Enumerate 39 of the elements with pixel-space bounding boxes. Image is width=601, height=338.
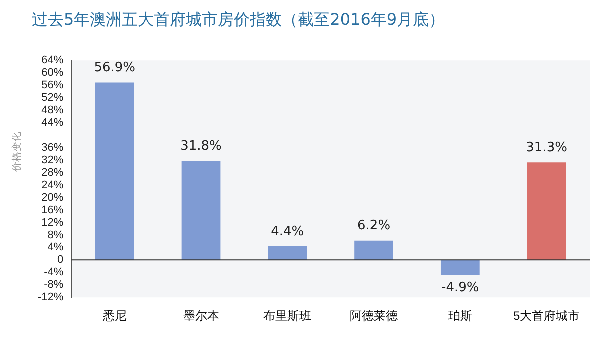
chart-title: 过去5年澳洲五大首府城市房价指数（截至2016年9月底） [32, 10, 446, 31]
y-tick-label: 60% [42, 67, 64, 80]
data-label: 31.8% [180, 138, 222, 154]
bar [527, 162, 566, 260]
bar [268, 246, 308, 260]
x-tick-label: 阿德莱德 [350, 309, 398, 324]
y-tick-label: 64% [42, 54, 64, 67]
y-tick-label: 44% [42, 117, 64, 129]
y-tick-label: 36% [42, 142, 64, 154]
y-axis-title: 价格变化 [10, 132, 24, 172]
x-tick-label: 墨尔本 [183, 309, 220, 324]
bar [440, 260, 480, 276]
y-tick-label: 8% [48, 229, 64, 242]
y-tick-label: 28% [42, 166, 64, 179]
y-tick-label: 16% [42, 204, 64, 216]
y-tick-label: 52% [42, 92, 64, 104]
bar [354, 240, 394, 260]
data-label: 56.9% [94, 60, 136, 76]
x-tick-label: 5大首府城市 [513, 309, 580, 324]
y-tick-label: -8% [44, 279, 64, 292]
y-tick-label: 48% [42, 104, 64, 117]
x-tick-label: 悉尼 [102, 309, 127, 324]
y-tick-label: 32% [42, 154, 64, 166]
bar [182, 161, 221, 260]
data-label: 6.2% [358, 218, 391, 234]
y-tick-label: 24% [42, 179, 64, 192]
y-tick-label: 0 [58, 254, 64, 266]
y-tick-label: -4% [44, 266, 64, 279]
y-tick-label: 4% [48, 242, 64, 254]
y-tick-label: 12% [42, 216, 64, 229]
bar [95, 82, 134, 260]
data-label: 4.4% [271, 224, 304, 240]
data-label: 31.3% [526, 140, 568, 156]
data-label: -4.9% [442, 280, 480, 296]
y-tick-label: -12% [38, 292, 64, 304]
x-tick-label: 布里斯班 [264, 309, 312, 324]
x-tick-label: 珀斯 [448, 309, 472, 324]
y-tick-label: 20% [42, 192, 64, 204]
y-tick-label: 56% [42, 80, 64, 92]
